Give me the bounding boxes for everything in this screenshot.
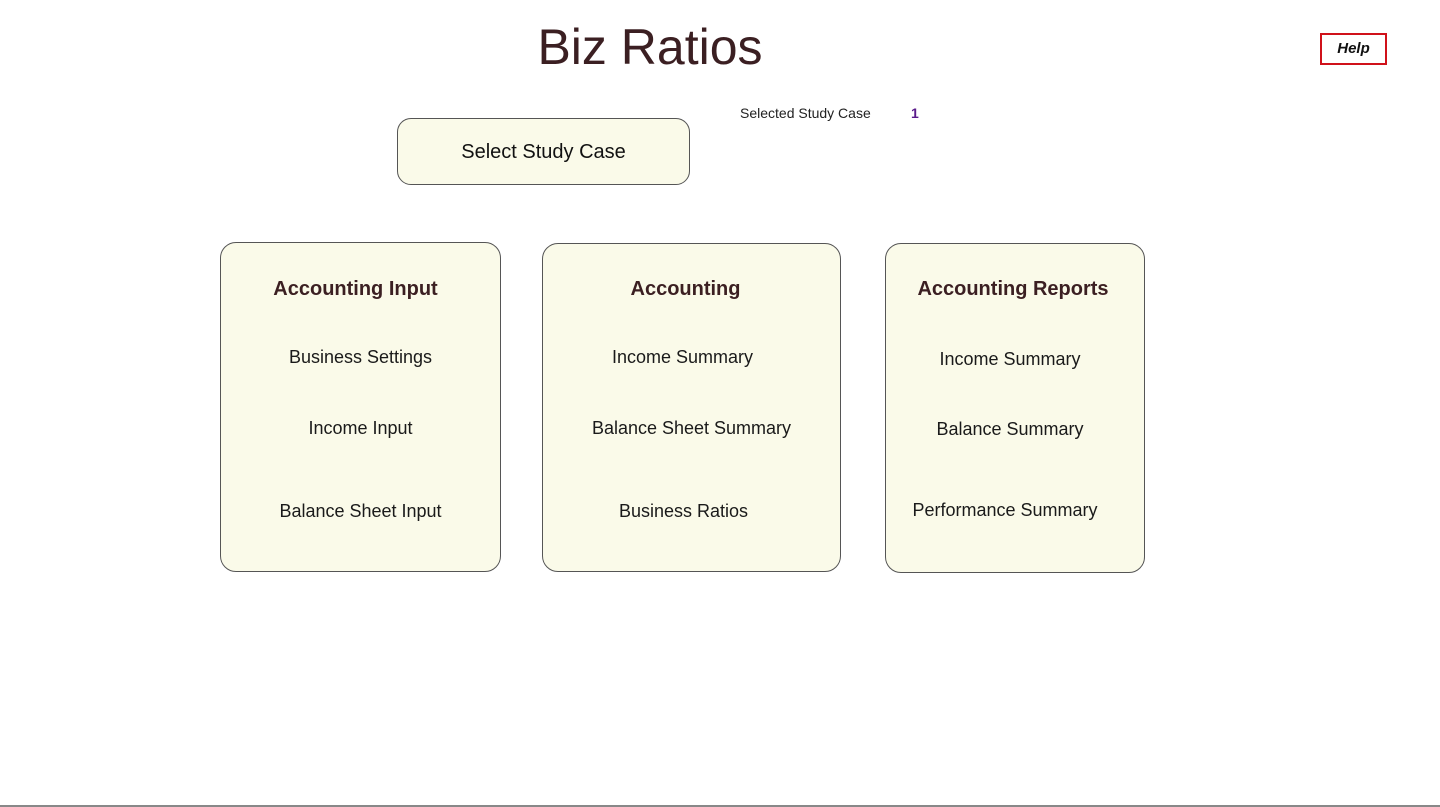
selected-study-case-label: Selected Study Case (740, 105, 871, 121)
link-income-input[interactable]: Income Input (308, 418, 413, 438)
select-study-case-button[interactable]: Select Study Case (397, 118, 690, 185)
help-button[interactable]: Help (1320, 33, 1387, 65)
app-title: Biz Ratios (537, 19, 763, 75)
card-title: Accounting Input (273, 278, 438, 300)
card-accounting-reports: Accounting Reports Income Summary Balanc… (885, 243, 1145, 573)
bottom-divider (0, 805, 1440, 807)
link-income-summary[interactable]: Income Summary (611, 347, 754, 367)
card-accounting-input: Accounting Input Business Settings Incom… (220, 242, 501, 572)
link-business-settings[interactable]: Business Settings (288, 347, 433, 367)
card-title: Accounting Reports (917, 278, 1109, 300)
link-balance-sheet-summary[interactable]: Balance Sheet Summary (591, 418, 792, 438)
link-business-ratios[interactable]: Business Ratios (618, 501, 749, 521)
link-report-balance-summary[interactable]: Balance Summary (936, 419, 1084, 439)
card-title: Accounting (630, 278, 741, 300)
link-balance-sheet-input[interactable]: Balance Sheet Input (279, 501, 442, 521)
card-accounting: Accounting Income Summary Balance Sheet … (542, 243, 841, 572)
selected-study-case-value: 1 (911, 105, 919, 121)
link-report-income-summary[interactable]: Income Summary (939, 349, 1081, 369)
link-performance-summary[interactable]: Performance Summary (912, 500, 1098, 520)
